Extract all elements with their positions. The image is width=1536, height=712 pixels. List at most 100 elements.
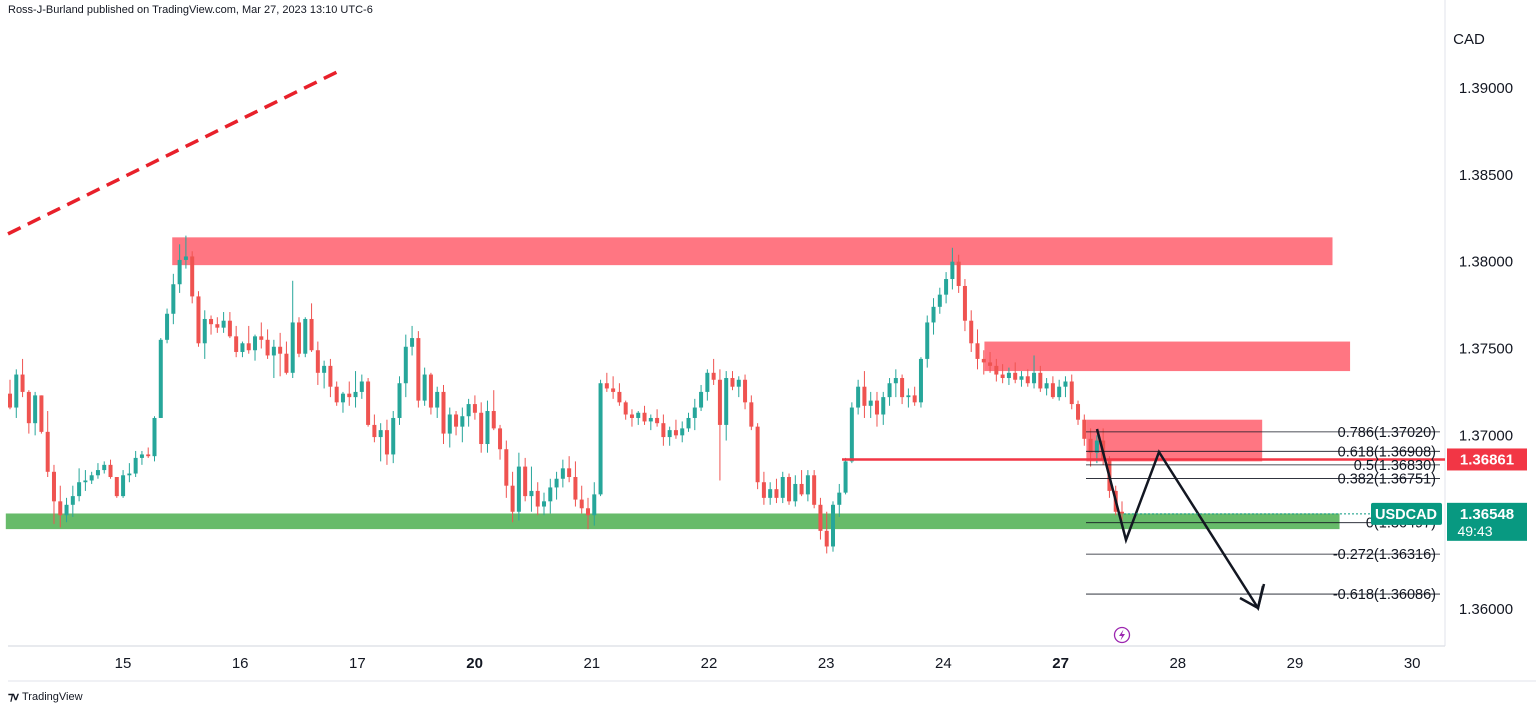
candle-body xyxy=(114,477,119,497)
candle-body xyxy=(89,475,94,481)
x-tick-label: 23 xyxy=(818,655,835,672)
candle-body xyxy=(975,343,980,359)
candle-body xyxy=(516,466,521,512)
candle-body xyxy=(623,402,628,415)
candle-body xyxy=(981,358,986,363)
candle-body xyxy=(1006,372,1011,379)
candle-body xyxy=(988,362,993,366)
candle-body xyxy=(165,313,170,340)
candle-body xyxy=(190,256,195,297)
candle-body xyxy=(309,318,314,351)
candle-body xyxy=(686,417,691,429)
key-level-value: 1.36861 xyxy=(1460,451,1514,468)
x-tick-label: 22 xyxy=(701,655,718,672)
candle-body xyxy=(912,395,917,403)
event-lightning-icon[interactable] xyxy=(1113,626,1131,644)
candle-body xyxy=(749,402,754,427)
candle-body xyxy=(366,381,371,425)
candle-body xyxy=(353,391,358,398)
fibonacci-layer: 0.786(1.37020) 0.618(1.36908)0.5(1.36830)… xyxy=(1086,425,1440,603)
candle-body xyxy=(542,501,547,507)
candle-body xyxy=(818,504,823,531)
x-tick-label: 21 xyxy=(583,655,600,672)
candle-body xyxy=(196,296,201,344)
candle-body xyxy=(780,477,785,498)
candle-body xyxy=(900,378,905,398)
brand-label: TradingView xyxy=(21,690,83,703)
candle-body xyxy=(611,388,616,392)
candle-body xyxy=(58,501,63,516)
candle-body xyxy=(717,379,722,425)
y-tick-label: 1.37500 xyxy=(1459,341,1513,358)
candle-body xyxy=(1057,386,1062,398)
candle-body xyxy=(384,430,389,455)
candle-body xyxy=(303,318,308,354)
candle-body xyxy=(881,397,886,415)
candle-body xyxy=(491,411,496,429)
y-tick-label: 1.37000 xyxy=(1459,427,1513,444)
fib-level-label: -0.272(1.36316) xyxy=(1333,547,1436,563)
candle-body xyxy=(372,424,377,438)
candle-body xyxy=(994,365,999,375)
candle-body xyxy=(1088,438,1093,453)
candle-body xyxy=(20,374,25,392)
candle-body xyxy=(1076,404,1081,420)
candle-body xyxy=(510,485,515,512)
symbol-label: USDCAD xyxy=(1375,507,1437,523)
candle-body xyxy=(1094,440,1099,453)
candle-body xyxy=(259,336,264,340)
candle-body xyxy=(215,324,220,328)
candle-body xyxy=(234,336,239,352)
x-tick-label: 15 xyxy=(115,655,132,672)
candle-body xyxy=(579,499,584,509)
candle-body xyxy=(585,508,590,516)
candle-body xyxy=(887,383,892,398)
candle-body xyxy=(83,480,88,483)
candle-body xyxy=(227,320,232,337)
candle-body xyxy=(937,294,942,307)
candle-body xyxy=(962,285,967,321)
candle-body xyxy=(265,339,270,356)
x-tick-label: 16 xyxy=(232,655,249,672)
candle-body xyxy=(171,284,176,314)
candle-body xyxy=(824,530,829,547)
candle-body xyxy=(755,426,760,483)
candle-body xyxy=(391,417,396,455)
candle-body xyxy=(121,475,126,497)
candle-body xyxy=(661,423,666,438)
fib-level-label: 0.5(1.36830) xyxy=(1354,458,1436,474)
candle-body xyxy=(925,322,930,359)
y-tick-label: 1.36000 xyxy=(1459,601,1513,618)
footer-brand[interactable]: ⁊𝗏 TradingView xyxy=(8,690,83,704)
candle-body xyxy=(868,400,873,406)
candle-body xyxy=(202,318,207,344)
price-axis[interactable]: 1.39000 1.38500 1.38000 1.37500 1.37000 1.360… xyxy=(1459,80,1513,618)
candle-body xyxy=(831,504,836,547)
trendline-layer xyxy=(7,69,341,236)
candle-body xyxy=(315,350,320,373)
candle-body xyxy=(403,346,408,384)
candle-body xyxy=(1120,511,1124,514)
candle-body xyxy=(535,490,540,507)
candle-body xyxy=(485,411,490,445)
candle-body xyxy=(378,430,383,438)
tradingview-logo-icon: ⁊𝗏 xyxy=(8,691,19,703)
candle-body xyxy=(77,482,82,497)
candle-body xyxy=(856,386,861,408)
candle-body xyxy=(290,322,295,373)
candle-body xyxy=(699,391,704,408)
zone-layer xyxy=(5,237,1351,530)
candle-body xyxy=(1044,383,1049,389)
candle-body xyxy=(918,358,923,403)
candle-body xyxy=(799,483,804,495)
candle-body xyxy=(472,404,477,413)
projection-arrowhead xyxy=(1239,585,1265,610)
candle-body xyxy=(629,414,634,418)
currency-label: CAD xyxy=(1453,31,1485,48)
candle-body xyxy=(133,457,138,474)
candle-body xyxy=(278,346,283,354)
time-axis[interactable]: 15 16 17 20 21 22 23 24 27 28 29 30 xyxy=(115,655,1421,672)
projection-layer xyxy=(1095,428,1370,612)
candle-body xyxy=(1025,376,1030,384)
